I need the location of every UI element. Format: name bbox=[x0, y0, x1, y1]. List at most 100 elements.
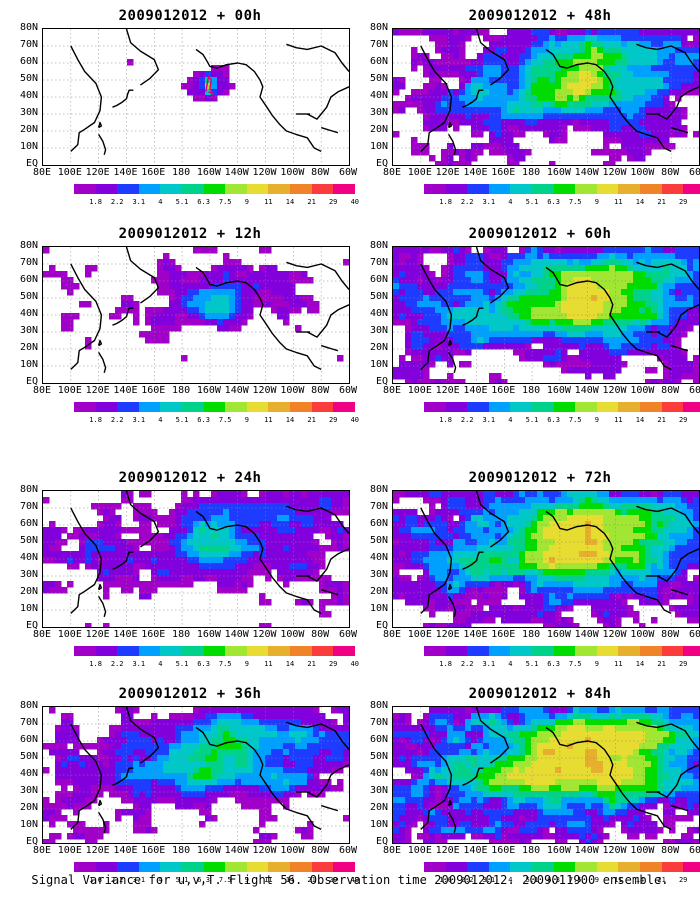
contour-cell bbox=[543, 325, 550, 332]
contour-cell bbox=[663, 575, 670, 582]
contour-cell bbox=[217, 569, 224, 576]
contour-cell bbox=[609, 35, 616, 42]
contour-cell bbox=[519, 521, 526, 528]
contour-cell bbox=[343, 599, 349, 606]
colorbar-swatch bbox=[181, 646, 204, 656]
colorbar-label: 2.2 bbox=[110, 416, 124, 424]
contour-cell bbox=[483, 325, 490, 332]
contour-cell bbox=[525, 283, 532, 290]
contour-cell bbox=[603, 575, 610, 582]
contour-cell bbox=[657, 515, 664, 522]
contour-cell bbox=[519, 581, 526, 588]
contour-cell bbox=[139, 827, 146, 834]
contour-cell bbox=[435, 125, 442, 132]
contour-cell bbox=[441, 343, 448, 350]
contour-cell bbox=[85, 779, 92, 786]
contour-cell bbox=[393, 247, 400, 254]
contour-cell bbox=[561, 95, 568, 102]
contour-cell bbox=[543, 563, 550, 570]
contour-cell bbox=[235, 779, 242, 786]
contour-cell bbox=[585, 289, 592, 296]
contour-cell bbox=[259, 271, 266, 278]
contour-cell bbox=[507, 101, 514, 108]
contour-cell bbox=[573, 265, 580, 272]
contour-cell bbox=[441, 71, 448, 78]
contour-cell bbox=[295, 509, 302, 516]
contour-cell bbox=[187, 545, 194, 552]
contour-cell bbox=[61, 767, 68, 774]
contour-cell bbox=[313, 557, 320, 564]
colorbar-label: 1.8 bbox=[89, 660, 102, 668]
contour-cell bbox=[663, 271, 670, 278]
contour-cell bbox=[675, 509, 682, 516]
contour-cell bbox=[151, 539, 158, 546]
contour-cell bbox=[73, 533, 80, 540]
contour-cell bbox=[675, 83, 682, 90]
contour-cell bbox=[567, 367, 574, 374]
contour-cell bbox=[687, 319, 694, 326]
contour-cell bbox=[459, 533, 466, 540]
contour-cell bbox=[247, 767, 254, 774]
contour-cell bbox=[501, 149, 508, 156]
contour-cell bbox=[489, 247, 496, 254]
contour-cell bbox=[175, 545, 182, 552]
contour-cell bbox=[405, 551, 412, 558]
contour-cell bbox=[447, 349, 454, 356]
contour-cell bbox=[459, 527, 466, 534]
contour-cell bbox=[507, 307, 514, 314]
contour-cell bbox=[199, 301, 206, 308]
contour-cell bbox=[687, 599, 694, 606]
contour-cell bbox=[223, 289, 230, 296]
colorbar-swatch bbox=[160, 646, 182, 656]
contour-cell bbox=[133, 503, 140, 510]
contour-cell bbox=[453, 125, 460, 132]
contour-cell bbox=[235, 797, 242, 804]
colorbar-label: 40 bbox=[350, 660, 360, 668]
contour-cell bbox=[217, 713, 224, 720]
contour-cell bbox=[253, 791, 260, 798]
contour-cell bbox=[199, 779, 206, 786]
lat-tick-label: EQ bbox=[375, 158, 388, 169]
contour-cell bbox=[343, 259, 349, 266]
contour-cell bbox=[567, 247, 574, 254]
contour-cell bbox=[429, 83, 436, 90]
contour-cell bbox=[537, 319, 544, 326]
contour-cell bbox=[567, 253, 574, 260]
contour-cell bbox=[115, 521, 122, 528]
contour-cell bbox=[633, 295, 640, 302]
contour-cell bbox=[495, 611, 502, 618]
contour-cell bbox=[61, 313, 68, 320]
contour-cell bbox=[79, 557, 86, 564]
contour-cell bbox=[417, 367, 424, 374]
contour-cell bbox=[555, 557, 562, 564]
contour-cell bbox=[543, 313, 550, 320]
contour-cell bbox=[633, 551, 640, 558]
contour-cell bbox=[67, 557, 74, 564]
contour-cell bbox=[489, 95, 496, 102]
contour-cell bbox=[73, 827, 80, 834]
contour-cell bbox=[543, 497, 550, 504]
contour-cell bbox=[337, 587, 344, 594]
contour-cell bbox=[271, 295, 278, 302]
contour-cell bbox=[61, 731, 68, 738]
contour-cell bbox=[115, 767, 122, 774]
contour-cell bbox=[229, 83, 236, 90]
contour-cell bbox=[585, 569, 592, 576]
contour-cell bbox=[669, 319, 676, 326]
contour-cell bbox=[567, 53, 574, 60]
contour-cell bbox=[543, 331, 550, 338]
contour-cell bbox=[145, 491, 152, 498]
contour-cell bbox=[229, 527, 236, 534]
lon-tick-label: 140E bbox=[113, 629, 138, 640]
contour-cell bbox=[525, 307, 532, 314]
contour-cell bbox=[483, 551, 490, 558]
contour-cell bbox=[585, 497, 592, 504]
lat-tick-label: 60N bbox=[19, 56, 38, 67]
lon-tick-label: 160W bbox=[546, 167, 571, 178]
contour-cell bbox=[465, 611, 472, 618]
contour-cell bbox=[103, 827, 110, 834]
contour-cell bbox=[519, 611, 526, 618]
contour-cell bbox=[471, 617, 478, 624]
contour-cell bbox=[675, 373, 682, 380]
